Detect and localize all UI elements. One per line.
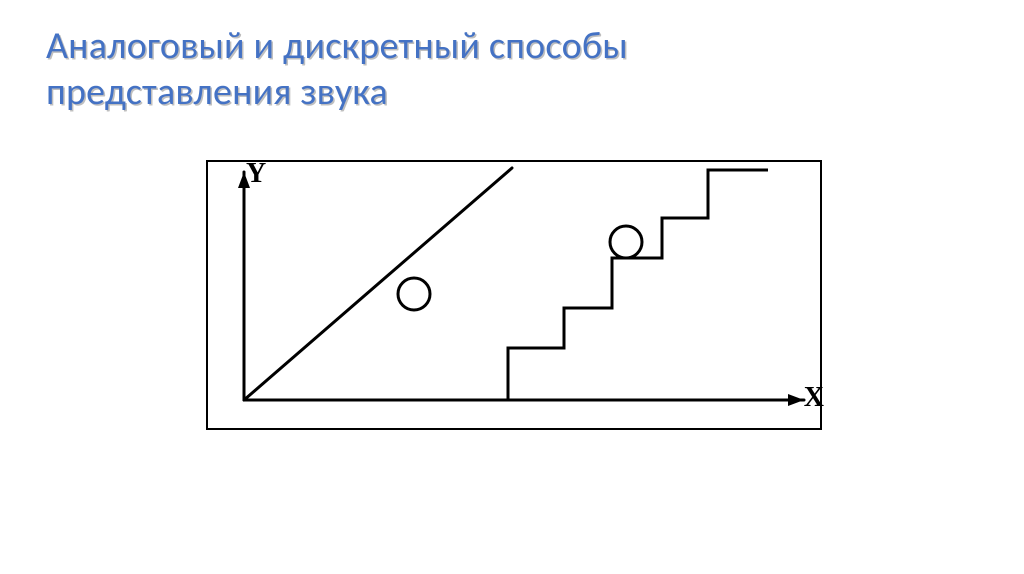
- x-axis-label: X: [804, 382, 824, 414]
- chart-svg: [208, 162, 820, 428]
- title-line-2: представления звука: [46, 69, 388, 115]
- title-line-1: Аналоговый и дискретный способы: [46, 23, 628, 69]
- y-axis-label: Y: [246, 158, 266, 190]
- slide-title: Аналоговый и дискретный способы представ…: [46, 24, 984, 115]
- chart-container: Y X: [206, 160, 822, 430]
